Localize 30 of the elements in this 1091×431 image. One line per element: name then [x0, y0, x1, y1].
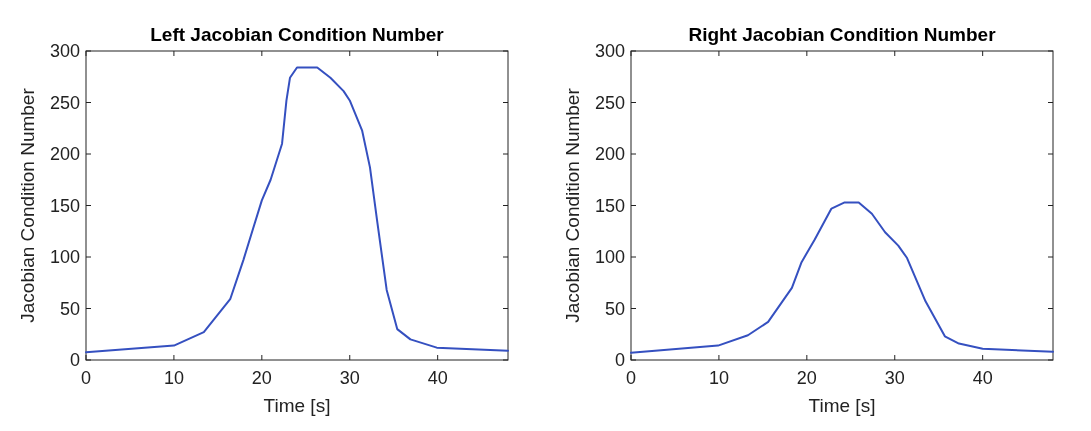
y-axis-title: Jacobian Condition Number [562, 87, 583, 323]
chart-title: Left Jacobian Condition Number [150, 24, 445, 45]
y-tick-label: 200 [49, 144, 80, 164]
y-tick-label: 150 [594, 195, 625, 216]
x-tick-label: 20 [796, 368, 817, 388]
x-tick-label: 40 [972, 368, 993, 388]
y-tick-label: 250 [594, 92, 625, 113]
y-tick-label: 100 [594, 247, 625, 267]
x-tick-label: 30 [339, 368, 360, 388]
y-tick-label: 150 [49, 195, 80, 216]
y-tick-label: 0 [69, 350, 80, 370]
x-tick-label: 30 [884, 368, 905, 388]
y-tick-label: 50 [59, 298, 80, 319]
x-tick-label: 10 [708, 368, 729, 388]
line-series [630, 201, 1054, 354]
y-axis-title: Jacobian Condition Number [17, 87, 38, 323]
y-tick-label: 0 [614, 350, 625, 370]
x-axis-title: Time [s] [808, 395, 876, 416]
chart-title: Right Jacobian Condition Number [688, 24, 997, 45]
x-tick-label: 40 [427, 368, 448, 388]
y-tick-label: 100 [49, 247, 80, 267]
y-tick-label: 250 [49, 92, 80, 113]
y-tick-label: 50 [604, 298, 625, 319]
x-tick-label: 20 [251, 368, 272, 388]
y-tick-label: 300 [49, 41, 80, 61]
line-series [85, 66, 509, 354]
x-axis-title: Time [s] [263, 395, 331, 416]
y-tick-label: 300 [594, 41, 625, 61]
y-tick-label: 200 [594, 144, 625, 164]
x-tick-label: 10 [163, 368, 184, 388]
